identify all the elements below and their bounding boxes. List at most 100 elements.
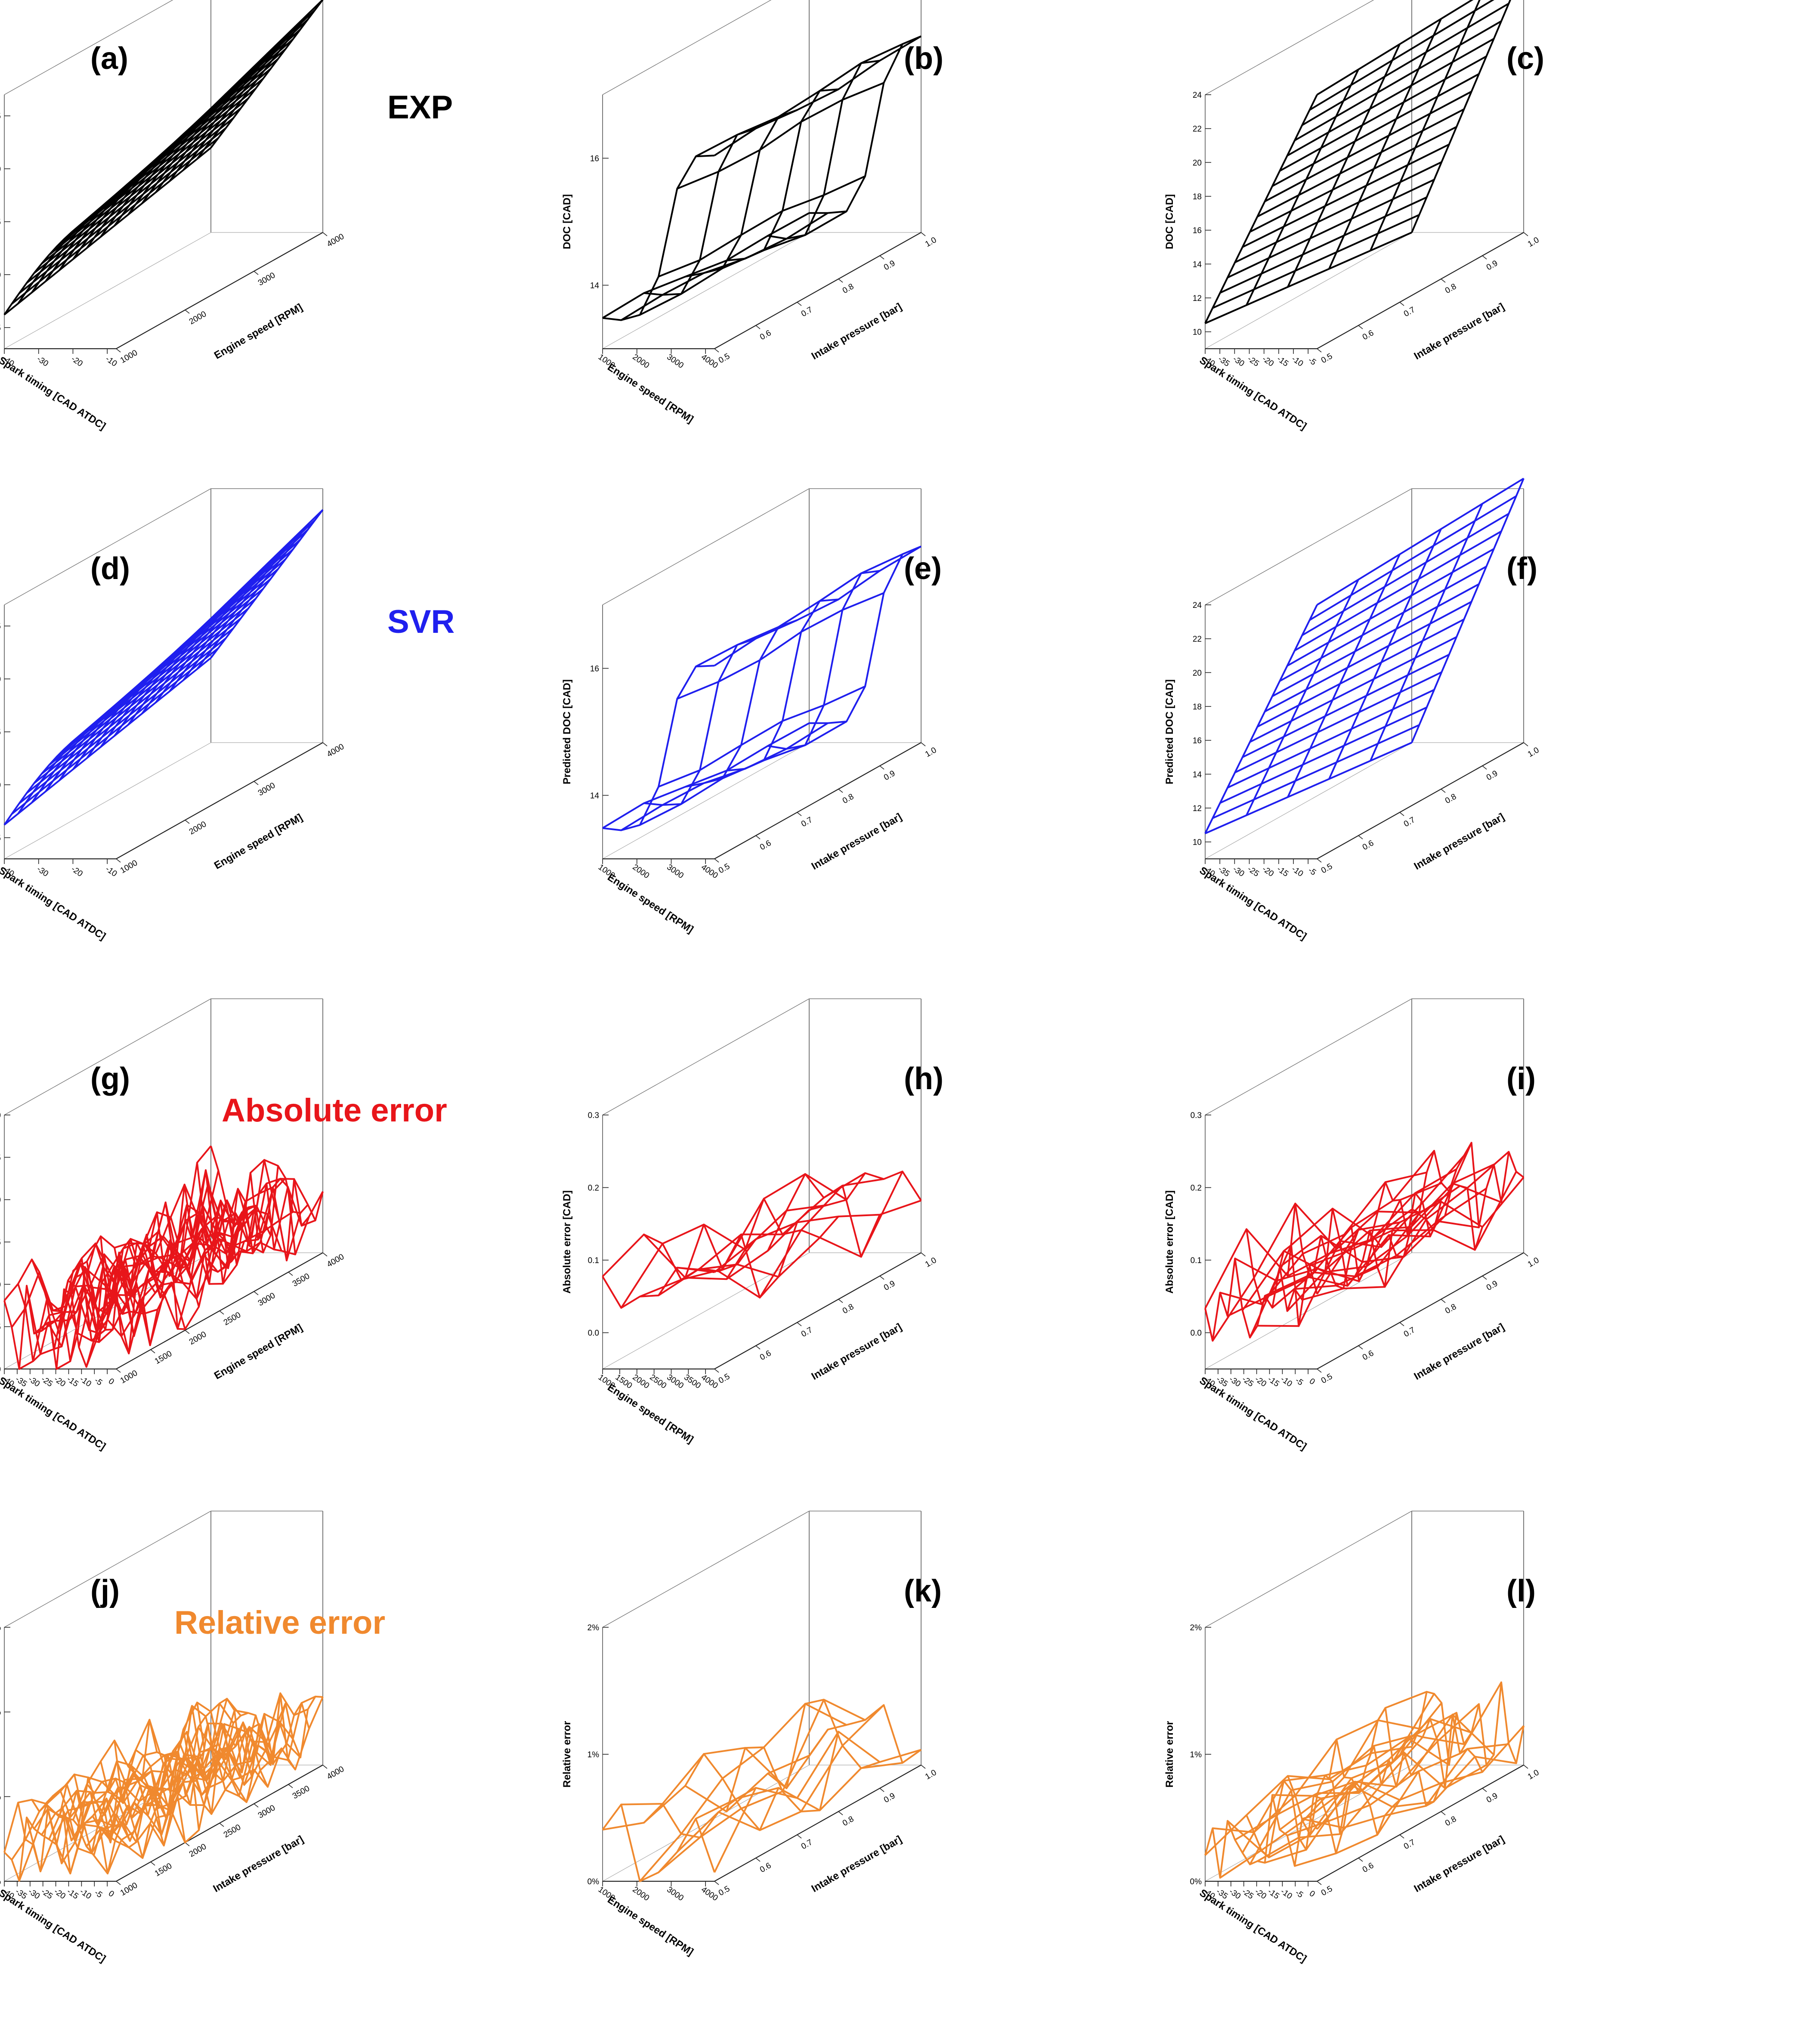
y-tick	[150, 1349, 155, 1353]
surface-line-x	[714, 1731, 922, 1873]
z-tick-label: 5	[0, 324, 1, 333]
surface-line-x	[1212, 1202, 1420, 1341]
surface-line-y	[602, 1803, 715, 1882]
z-tick-label: 20	[1193, 158, 1202, 167]
surface-line-y	[196, 523, 310, 670]
z-tick-label: 18	[1193, 703, 1202, 712]
y-tick	[1317, 858, 1322, 863]
y-tick	[1441, 789, 1446, 793]
y-tick	[1317, 1881, 1322, 1885]
surface-line-x	[639, 1703, 847, 1882]
y-tick	[1523, 1252, 1528, 1257]
surface-mesh	[602, 1171, 922, 1309]
surface-line-y	[1204, 1257, 1318, 1342]
y-tick	[921, 232, 926, 236]
y-tick	[838, 1811, 843, 1815]
surface-line-x	[1234, 671, 1442, 774]
z-tick-label: 16	[590, 665, 599, 674]
surface-line-y	[1204, 94, 1318, 324]
z-tick-label: 12	[1193, 294, 1202, 303]
y-tick	[755, 1858, 761, 1862]
surface-line-x	[100, 1178, 309, 1354]
y-tick	[879, 255, 885, 260]
surface-line-y	[1370, 0, 1481, 251]
z-tick-label: 1%	[588, 1750, 600, 1759]
surface-line-y	[127, 589, 241, 725]
y-tick	[185, 820, 190, 824]
box-top-left-edge	[4, 998, 211, 1115]
box-top-left-edge	[4, 488, 211, 605]
surface-line-y	[1411, 478, 1525, 743]
y-axis-line	[1317, 742, 1524, 859]
z-tick-label: 20	[0, 165, 1, 174]
surface-line-y	[182, 26, 296, 171]
y-tick	[288, 1272, 293, 1276]
y-tick	[1358, 325, 1363, 329]
surface-line-y	[602, 665, 715, 831]
surface-line-y	[1370, 1181, 1483, 1251]
surface-mesh	[602, 545, 922, 831]
surface-line-y	[17, 1802, 131, 1874]
surface-line-x	[48, 598, 257, 766]
y-axis-line	[714, 742, 922, 859]
z-tick-label: 2%	[1190, 1623, 1202, 1632]
surface-line-y	[726, 1198, 839, 1280]
surface-line-y	[643, 1787, 756, 1839]
surface-line-x	[602, 1209, 810, 1280]
surface-line-x	[1234, 161, 1442, 263]
surface-line-y	[141, 66, 255, 204]
z-axis-title: Absolute error [CAD]	[561, 1190, 573, 1294]
surface-line-y	[1287, 1774, 1401, 1836]
surface-line-y	[1411, 1142, 1525, 1229]
surface-line-x	[621, 1729, 829, 1806]
panel-letter: (b)	[904, 41, 943, 76]
surface-line-x	[1302, 513, 1509, 636]
z-tick-label: 0.2	[1191, 1184, 1202, 1193]
y-tick	[116, 348, 121, 353]
surface-line-x	[19, 637, 226, 804]
box-top-left-edge	[602, 998, 810, 1115]
y-tick	[288, 1784, 293, 1788]
z-axis-title: Relative error	[1164, 1721, 1175, 1788]
surface-line-x	[1309, 495, 1517, 621]
surface-line-x	[1204, 1208, 1413, 1309]
surface-line-x	[602, 212, 810, 319]
z-axis-title: Predicted DOC [CAD]	[561, 679, 573, 784]
surface-line-y	[169, 1705, 282, 1789]
surface-line-x	[695, 1762, 903, 1820]
surface-line-x	[1272, 1703, 1480, 1797]
y-tick	[1399, 1834, 1404, 1839]
surface-line-x	[1294, 20, 1502, 141]
surface-line-x	[101, 1692, 309, 1859]
box-top-left-edge	[602, 0, 772, 95]
panel-letter: (h)	[904, 1062, 943, 1096]
surface-line-x	[26, 117, 234, 284]
surface-line-x	[19, 127, 226, 294]
surface-line-y	[1246, 1780, 1359, 1858]
surface-line-x	[56, 1722, 264, 1874]
z-tick-label: 20	[0, 675, 1, 684]
y-axis-line	[1317, 1252, 1524, 1369]
box-top-left-edge	[1205, 0, 1374, 95]
z-tick-label: 15	[0, 218, 1, 227]
surface-line-y	[809, 35, 922, 214]
y-tick	[714, 1881, 719, 1885]
row-label-svr: SVR	[387, 604, 455, 640]
z-tick-label: 0.2	[588, 1184, 599, 1193]
surface-line-x	[1279, 566, 1487, 682]
surface-line-y	[210, 509, 324, 659]
surface-line-y	[59, 1251, 172, 1337]
z-tick-label: 10	[1193, 328, 1202, 337]
surface-line-x	[1302, 3, 1509, 126]
surface-line-y	[127, 79, 241, 215]
surface-line-y	[155, 1722, 269, 1797]
surface-line-x	[1227, 689, 1435, 789]
z-tick-label: 25	[0, 622, 1, 631]
surface-line-y	[141, 1719, 255, 1804]
surface-line-y	[155, 53, 269, 193]
row-label-relative-error: Relative error	[174, 1604, 385, 1641]
surface-line-y	[196, 1159, 310, 1261]
panel-letter: (f)	[1506, 551, 1537, 586]
surface-line-x	[1204, 1746, 1412, 1856]
